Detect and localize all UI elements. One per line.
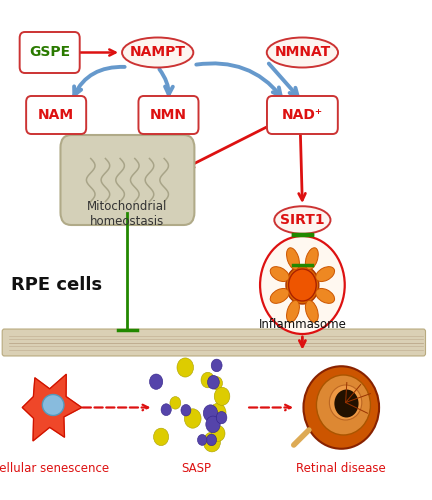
Text: NMNAT: NMNAT — [274, 46, 330, 60]
Ellipse shape — [42, 394, 64, 415]
FancyBboxPatch shape — [60, 135, 194, 225]
Text: Cellular senescence: Cellular senescence — [0, 462, 109, 475]
Circle shape — [203, 405, 218, 421]
FancyBboxPatch shape — [138, 96, 199, 134]
Circle shape — [197, 434, 207, 446]
Polygon shape — [22, 374, 82, 441]
Ellipse shape — [267, 38, 338, 68]
Ellipse shape — [270, 266, 289, 281]
Circle shape — [170, 396, 181, 409]
Circle shape — [211, 376, 222, 390]
Circle shape — [334, 390, 359, 417]
FancyBboxPatch shape — [26, 96, 86, 134]
Circle shape — [211, 426, 225, 442]
Text: SASP: SASP — [181, 462, 212, 475]
Circle shape — [210, 404, 226, 422]
Ellipse shape — [316, 375, 370, 435]
Ellipse shape — [316, 288, 334, 304]
Text: Retinal disease: Retinal disease — [296, 462, 386, 475]
Circle shape — [206, 416, 220, 432]
Circle shape — [211, 359, 222, 372]
Circle shape — [201, 372, 214, 388]
Text: NAM: NAM — [38, 108, 74, 122]
Circle shape — [289, 269, 316, 301]
Circle shape — [184, 409, 201, 428]
FancyBboxPatch shape — [2, 329, 426, 356]
Text: NMN: NMN — [150, 108, 187, 122]
Text: SIRT1: SIRT1 — [280, 213, 325, 227]
Circle shape — [207, 376, 219, 389]
Circle shape — [286, 266, 319, 304]
Text: GSPE: GSPE — [29, 46, 70, 60]
Text: Mitochondrial
homeostasis: Mitochondrial homeostasis — [87, 200, 168, 228]
Circle shape — [216, 412, 227, 424]
Text: NAD⁺: NAD⁺ — [282, 108, 323, 122]
Circle shape — [153, 428, 168, 446]
Circle shape — [149, 374, 163, 390]
Circle shape — [206, 434, 216, 446]
Ellipse shape — [303, 366, 379, 449]
Circle shape — [177, 358, 194, 377]
Circle shape — [203, 432, 220, 452]
Circle shape — [214, 388, 230, 406]
Circle shape — [161, 404, 172, 415]
FancyBboxPatch shape — [267, 96, 338, 134]
Ellipse shape — [274, 206, 330, 234]
Text: RPE cells: RPE cells — [11, 276, 102, 294]
Ellipse shape — [330, 385, 362, 420]
Text: Inflammasome: Inflammasome — [258, 318, 346, 330]
FancyBboxPatch shape — [19, 32, 79, 73]
Ellipse shape — [270, 288, 289, 304]
Ellipse shape — [286, 300, 299, 322]
Ellipse shape — [305, 300, 318, 322]
Circle shape — [181, 404, 191, 416]
Ellipse shape — [286, 248, 299, 270]
Ellipse shape — [305, 248, 318, 270]
Ellipse shape — [122, 38, 193, 68]
Ellipse shape — [316, 266, 334, 281]
Text: NAMPT: NAMPT — [130, 46, 186, 60]
Circle shape — [260, 236, 345, 334]
